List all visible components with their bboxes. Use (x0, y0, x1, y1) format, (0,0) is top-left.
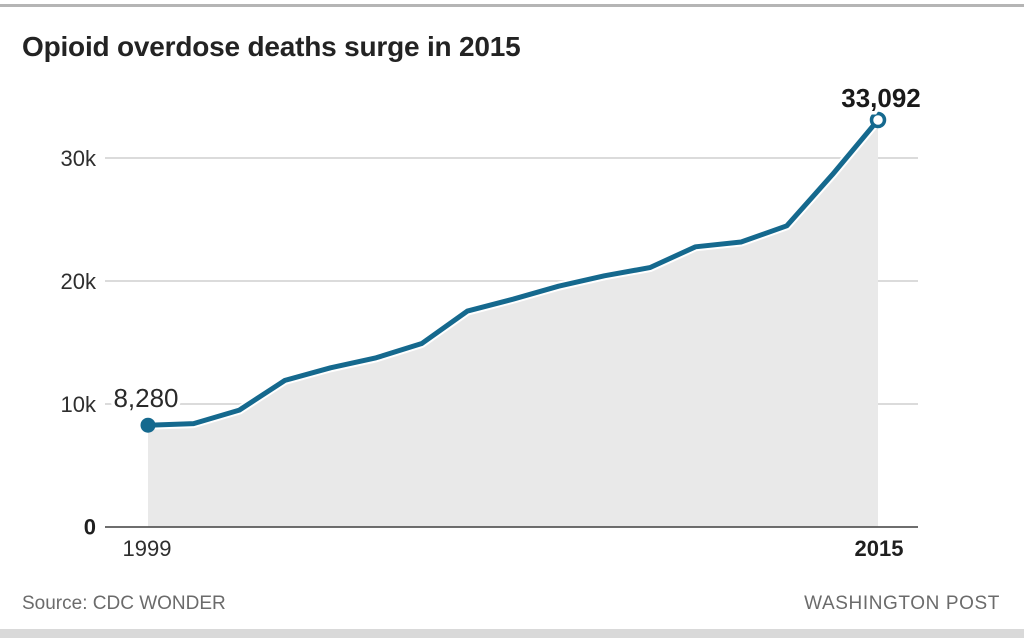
y-tick-label-30k: 30k (61, 146, 97, 171)
start-point-marker (140, 417, 156, 433)
end-value-label: 33,092 (841, 83, 921, 113)
y-tick-label-zero: 0 (84, 515, 96, 540)
start-value-label: 8,280 (113, 383, 178, 413)
y-tick-label-20k: 20k (61, 269, 97, 294)
bottom-bar (0, 629, 1024, 638)
chart-plot-layers (105, 111, 918, 528)
y-axis-tick-labels: 30k 20k 10k 0 (61, 146, 97, 540)
end-point-marker (869, 111, 887, 129)
top-rule (0, 4, 1024, 7)
data-point-labels: 8,280 33,092 (110, 80, 924, 417)
area-fill (148, 120, 878, 527)
chart-title: Opioid overdose deaths surge in 2015 (22, 31, 521, 62)
series-line (145, 117, 881, 428)
source-credit: Source: CDC WONDER (22, 593, 226, 614)
x-axis-tick-labels: 1999 2015 (123, 536, 904, 561)
x-tick-label-2015: 2015 (855, 536, 904, 561)
y-tick-label-10k: 10k (61, 392, 97, 417)
x-tick-label-1999: 1999 (123, 536, 172, 561)
publisher-attribution: WASHINGTON POST (804, 593, 1000, 614)
